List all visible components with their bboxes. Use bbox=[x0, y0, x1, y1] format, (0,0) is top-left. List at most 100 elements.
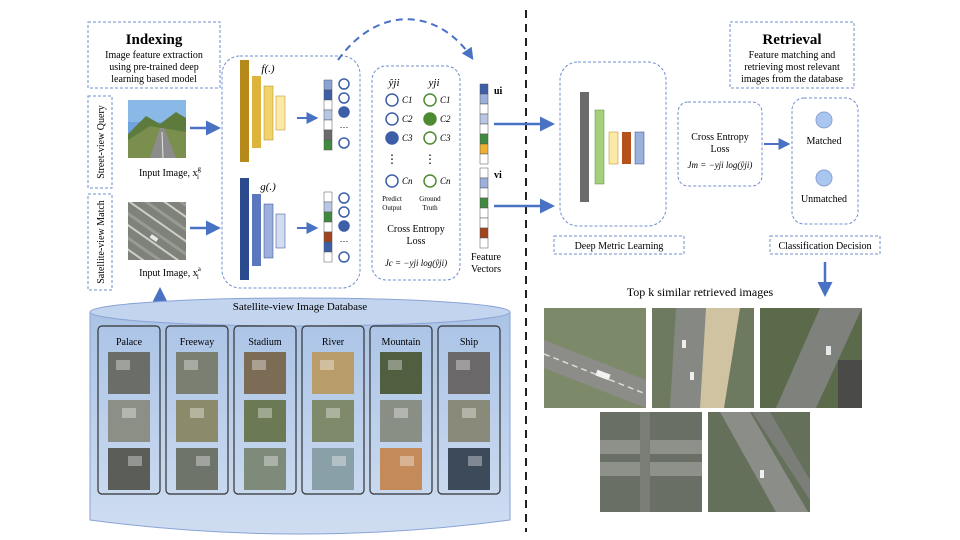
g-output-nodes bbox=[338, 192, 350, 263]
street-view-label-box: Street-view Query bbox=[87, 95, 113, 189]
retrieved-image-5 bbox=[708, 412, 810, 512]
match-loss-formula: Jm = −yji log(ŷji) bbox=[688, 160, 753, 170]
class-loss-title-1: Cross Entropy bbox=[387, 224, 445, 235]
svg-text:Cn: Cn bbox=[402, 176, 413, 186]
db-column-palace: Palace bbox=[97, 325, 161, 495]
db-thumbnail bbox=[380, 448, 422, 490]
db-thumbnail bbox=[244, 448, 286, 490]
predict-output-1: Predict bbox=[382, 195, 402, 203]
db-thumbnail bbox=[448, 448, 490, 490]
db-thumbnail-detail bbox=[128, 456, 142, 466]
satellite-input-image bbox=[128, 202, 186, 260]
db-thumbnail-detail bbox=[184, 360, 198, 370]
retrieval-desc-1: Feature matching and bbox=[749, 50, 836, 61]
db-thumbnail bbox=[108, 400, 150, 442]
predict-nodes bbox=[385, 93, 399, 188]
database-title: Satellite-view Image Database bbox=[233, 301, 368, 313]
db-thumbnail bbox=[380, 400, 422, 442]
db-column-stadium: Stadium bbox=[233, 325, 297, 495]
db-thumbnail-detail bbox=[456, 360, 470, 370]
db-thumbnail bbox=[176, 400, 218, 442]
decision-box bbox=[791, 97, 859, 225]
db-category-label: Ship bbox=[460, 337, 478, 348]
db-thumbnail-detail bbox=[264, 456, 278, 466]
dml-label-box bbox=[553, 235, 685, 255]
db-thumbnail bbox=[176, 448, 218, 490]
retrieval-title: Retrieval bbox=[762, 32, 821, 48]
class-loss-formula: Jc = −yji log(ŷji) bbox=[385, 258, 447, 268]
indexing-title: Indexing bbox=[126, 32, 183, 48]
satellite-view-label-box: Satellite-view Match bbox=[87, 193, 113, 291]
db-thumbnail bbox=[448, 352, 490, 394]
street-view-label: Street-view Query bbox=[96, 105, 107, 179]
db-thumbnail bbox=[244, 400, 286, 442]
db-column-mountain: Mountain bbox=[369, 325, 433, 495]
db-thumbnail bbox=[176, 352, 218, 394]
svg-text:C2: C2 bbox=[402, 114, 413, 124]
matched-node bbox=[815, 111, 833, 129]
db-thumbnail bbox=[448, 400, 490, 442]
db-thumbnail-detail bbox=[400, 456, 414, 466]
satellite-view-label: Satellite-view Match bbox=[96, 200, 107, 284]
db-thumbnail-detail bbox=[190, 408, 204, 418]
f-network bbox=[240, 60, 286, 162]
svg-text:C2: C2 bbox=[440, 114, 451, 124]
db-column-freeway: Freeway bbox=[165, 325, 229, 495]
retrieval-desc-2: retrieving most relevant bbox=[744, 62, 840, 73]
db-thumbnail-detail bbox=[252, 360, 266, 370]
yhat-label: ŷji bbox=[388, 77, 400, 89]
g-feature-vector bbox=[323, 191, 333, 263]
db-category-label: River bbox=[322, 337, 345, 348]
unmatched-label: Unmatched bbox=[801, 194, 847, 205]
db-thumbnail bbox=[312, 448, 354, 490]
f-feature-vector bbox=[323, 79, 333, 151]
database-columns: Palace Freeway Stadium River Mountain Ship bbox=[97, 325, 501, 495]
db-thumbnail bbox=[244, 352, 286, 394]
db-category-label: Stadium bbox=[248, 337, 282, 348]
indexing-desc-2: using pre-trained deep bbox=[109, 62, 198, 73]
db-thumbnail bbox=[312, 400, 354, 442]
db-thumbnail-detail bbox=[462, 408, 476, 418]
retrieved-image-1 bbox=[543, 308, 647, 408]
db-thumbnail-detail bbox=[320, 360, 334, 370]
unmatched-node bbox=[815, 169, 833, 187]
v-vector bbox=[479, 167, 489, 249]
v-label: vi bbox=[494, 170, 502, 181]
db-thumbnail bbox=[312, 352, 354, 394]
retrieved-image-2 bbox=[652, 308, 754, 408]
ground-truth-1: Ground bbox=[419, 195, 441, 203]
dashed-curve-arrow bbox=[337, 18, 474, 61]
db-column-river: River bbox=[301, 325, 365, 495]
db-thumbnail-detail bbox=[258, 408, 272, 418]
svg-text:C3: C3 bbox=[440, 133, 451, 143]
svg-text:C1: C1 bbox=[440, 95, 451, 105]
feature-vectors-label-1: Feature bbox=[471, 252, 502, 263]
topk-label: Top k similar retrieved images bbox=[627, 285, 774, 299]
db-category-label: Mountain bbox=[382, 337, 421, 348]
feature-vectors-label-2: Vectors bbox=[471, 264, 501, 275]
class-loss-title-2: Loss bbox=[407, 236, 426, 247]
db-thumbnail-detail bbox=[394, 408, 408, 418]
f-network-label: f(.) bbox=[261, 63, 274, 75]
dml-label: Deep Metric Learning bbox=[575, 241, 664, 252]
match-loss-title-2: Loss bbox=[711, 144, 730, 155]
db-category-label: Palace bbox=[116, 337, 143, 348]
db-column-ship: Ship bbox=[437, 325, 501, 495]
indexing-title-box: Indexing Image feature extraction using … bbox=[87, 21, 221, 89]
svg-text:C1: C1 bbox=[402, 95, 413, 105]
db-thumbnail-detail bbox=[122, 408, 136, 418]
g-ellipsis: ⋯ bbox=[340, 236, 349, 246]
svg-text:C3: C3 bbox=[402, 133, 413, 143]
svg-text:Cn: Cn bbox=[440, 176, 451, 186]
db-thumbnail-detail bbox=[468, 456, 482, 466]
db-thumbnail-detail bbox=[196, 456, 210, 466]
db-thumbnail-detail bbox=[388, 360, 402, 370]
dml-network bbox=[580, 92, 645, 202]
g-network bbox=[240, 178, 286, 280]
street-view-image bbox=[128, 100, 186, 159]
indexing-desc-1: Image feature extraction bbox=[105, 50, 203, 61]
indexing-desc-3: learning based model bbox=[111, 74, 197, 85]
decision-label-box bbox=[769, 235, 881, 255]
input-street-caption: Input Image, xg i bbox=[139, 165, 202, 181]
